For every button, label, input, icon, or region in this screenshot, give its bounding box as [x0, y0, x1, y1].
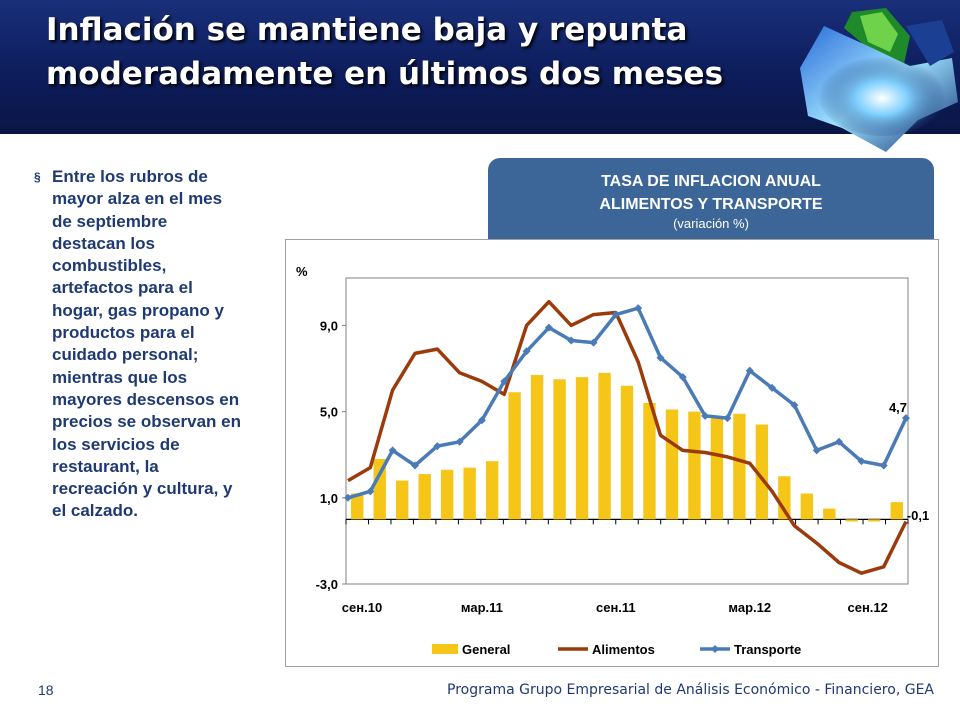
- bar-general: [351, 493, 364, 520]
- x-tick-label: сен.11: [596, 600, 636, 615]
- y-axis-label: %: [296, 264, 308, 279]
- title-banner: Inflación se mantiene baja y repunta mod…: [0, 0, 960, 152]
- marker-transporte: [723, 414, 732, 423]
- y-tick-label: 5,0: [320, 405, 338, 420]
- legend-label: Transporte: [734, 642, 801, 657]
- bar-general: [373, 459, 386, 520]
- bar-general: [868, 519, 881, 522]
- marker-transporte: [522, 347, 531, 356]
- line-transporte: [347, 306, 908, 500]
- decorative-light-burst-icon: [800, 8, 958, 152]
- marker-transporte: [567, 336, 576, 345]
- marker-transporte: [500, 377, 509, 386]
- marker-transporte: [656, 353, 665, 362]
- y-tick-label: 1,0: [320, 491, 338, 506]
- legend: General Alimentos Transporte: [432, 642, 801, 657]
- marker-transporte: [455, 437, 464, 446]
- inflation-chart: -3,0 1,0 5,0 9,0% сен.10 мар.11 сен.11 мар.12 се…: [285, 239, 939, 667]
- marker-transporte: [477, 416, 486, 425]
- marker-transporte: [388, 446, 397, 455]
- marker-transporte: [678, 373, 687, 382]
- bar-general: [463, 467, 476, 520]
- bullet-text: Entre los rubros de mayor alza en el mes…: [52, 167, 241, 521]
- bar-general: [665, 409, 679, 520]
- marker-transporte: [410, 461, 419, 470]
- bar-general: [890, 502, 903, 520]
- y-tick-label: 9,0: [320, 318, 338, 333]
- page-number: 18: [38, 682, 54, 698]
- bar-general: [823, 508, 836, 520]
- bar-general: [643, 402, 656, 520]
- marker-transporte: [902, 414, 910, 423]
- bar-general: [733, 413, 746, 520]
- marker-transporte: [366, 487, 375, 496]
- chart-canvas: -3,0 1,0 5,0 9,0% сен.10 мар.11 сен.11 мар.12 се…: [296, 264, 929, 657]
- marker-transporte: [879, 461, 888, 470]
- chart-title: TASA DE INFLACION ANUAL ALIMENTOS Y TRAN…: [599, 173, 823, 213]
- bar-general: [710, 418, 724, 520]
- legend-label: General: [462, 642, 510, 657]
- x-tick-label: мар.12: [728, 600, 771, 615]
- x-tick-label: сен.10: [342, 600, 382, 615]
- bar-general: [620, 385, 634, 520]
- marker-transporte: [634, 304, 643, 313]
- plot-frame: [345, 277, 909, 585]
- bar-general: [688, 411, 701, 520]
- bar-general: [508, 392, 521, 520]
- bullet-marker: §: [34, 170, 41, 184]
- bar-general: [553, 379, 566, 520]
- marker-transporte: [611, 310, 620, 319]
- marker-transporte: [812, 446, 821, 455]
- bar-general: [598, 372, 611, 520]
- bar-general: [755, 424, 769, 520]
- bar-general: [418, 474, 431, 520]
- bar-general: [800, 493, 814, 520]
- x-tick-label: мар.11: [461, 600, 503, 615]
- line-alimentos: [347, 299, 908, 575]
- marker-transporte: [857, 457, 866, 466]
- legend-marker-transporte: [711, 645, 719, 653]
- marker-transporte: [768, 383, 777, 392]
- data-label-transporte: 4,7: [889, 400, 907, 415]
- x-tick-label: сен.12: [847, 600, 887, 615]
- bar-general: [575, 377, 589, 520]
- marker-transporte: [790, 401, 799, 410]
- marker-transporte: [544, 323, 553, 332]
- marker-transporte: [433, 442, 442, 451]
- bar-general: [530, 374, 544, 520]
- data-label-general: -0,1: [907, 508, 929, 523]
- bar-general: [485, 461, 499, 520]
- bar-general: [845, 519, 858, 522]
- y-tick-label: -3,0: [316, 577, 338, 592]
- legend-swatch-general: [432, 644, 458, 654]
- bullet-point: § Entre los rubros de mayor alza en el m…: [34, 166, 244, 523]
- slide-title: Inflación se mantiene baja y repunta mod…: [46, 12, 724, 92]
- chart-header: TASA DE INFLACION ANUAL ALIMENTOS Y TRAN…: [488, 158, 934, 242]
- marker-transporte: [344, 493, 352, 502]
- bar-general: [396, 480, 409, 520]
- bar-general: [440, 469, 454, 520]
- legend-label: Alimentos: [592, 642, 655, 657]
- marker-transporte: [589, 338, 598, 347]
- marker-transporte: [701, 411, 710, 420]
- marker-transporte: [835, 437, 844, 446]
- footer-text: Programa Grupo Empresarial de Análisis E…: [447, 682, 934, 698]
- chart-subtitle: (variación %): [673, 216, 749, 231]
- marker-transporte: [745, 366, 754, 375]
